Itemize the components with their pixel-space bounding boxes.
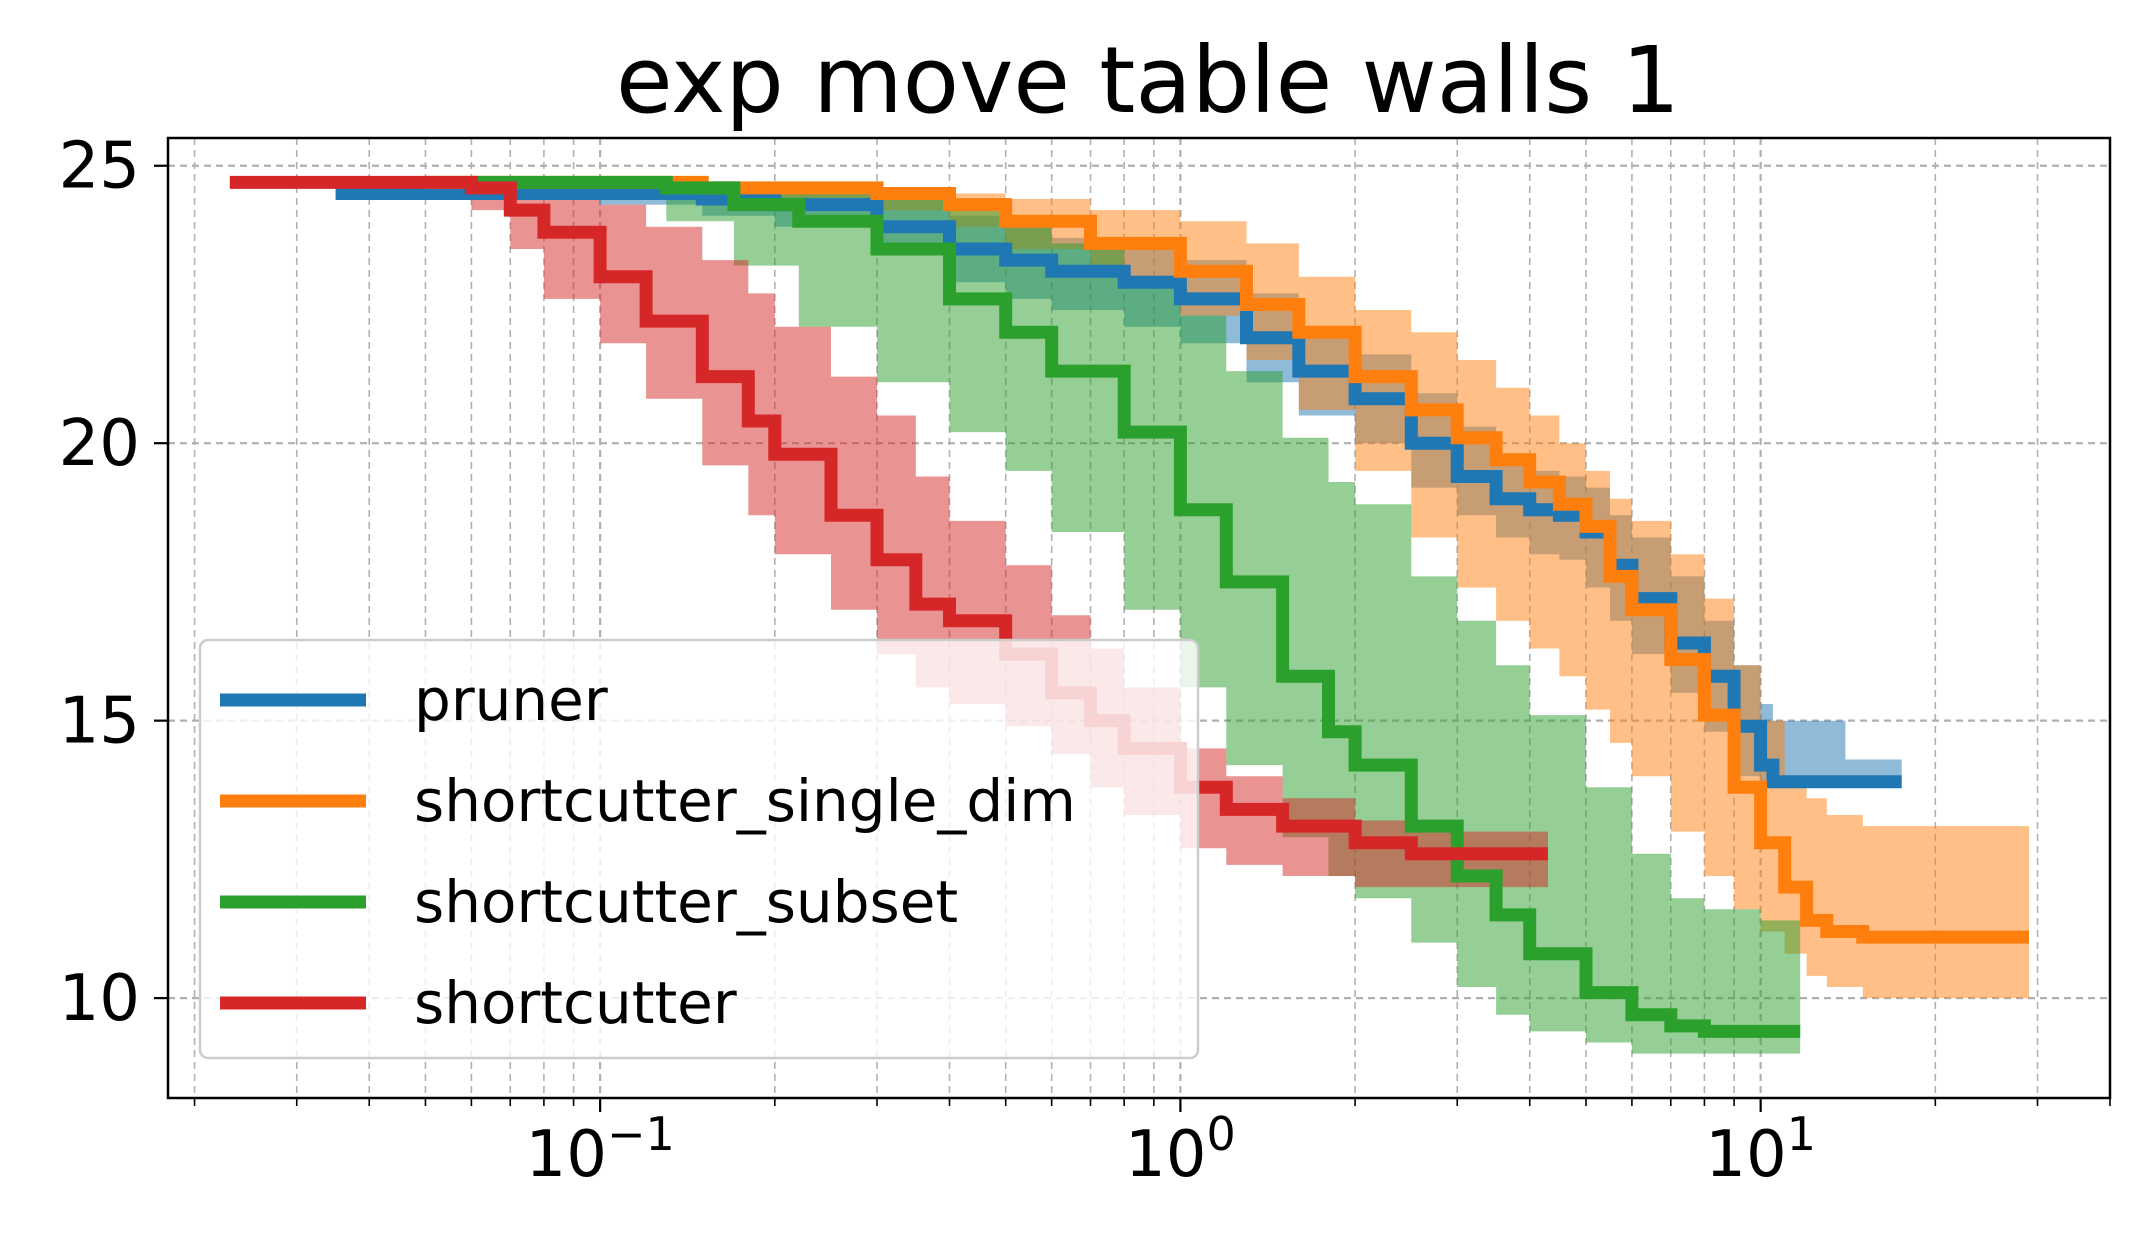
series-lines [229,175,2029,1038]
legend-label-shortcutter_single_dim: shortcutter_single_dim [414,767,1076,835]
y-tick-label: 10 [59,962,140,1036]
chart-title: exp move table walls 1 [616,27,1680,134]
legend-label-shortcutter: shortcutter [414,969,737,1037]
x-tick-label: 100 [1125,1107,1236,1192]
shortcutter_single_dim-band [425,182,2029,999]
x-tick-label: 10−1 [526,1107,675,1192]
legend-box [198,638,1200,1060]
legend-label-pruner: pruner [414,666,608,734]
y-tick-label: 25 [59,130,140,204]
x-tick-label: 101 [1705,1107,1816,1192]
y-tick-label: 15 [59,685,140,759]
legend-label-shortcutter_subset: shortcutter_subset [414,868,958,936]
shortcutter-line [229,175,1548,861]
y-tick-label: 20 [59,407,140,481]
legend: pruner shortcutter_single_dim shortcutter_… [198,638,1200,1060]
shortcutter_single_dim-line [425,175,2029,944]
axis-ticks: 10 15 20 25 10−1 100 101 [59,130,2111,1192]
shortcutter-band [229,182,1548,888]
plot-area-frame [166,136,2112,1100]
shortcutter_subset-line [471,175,1801,1038]
